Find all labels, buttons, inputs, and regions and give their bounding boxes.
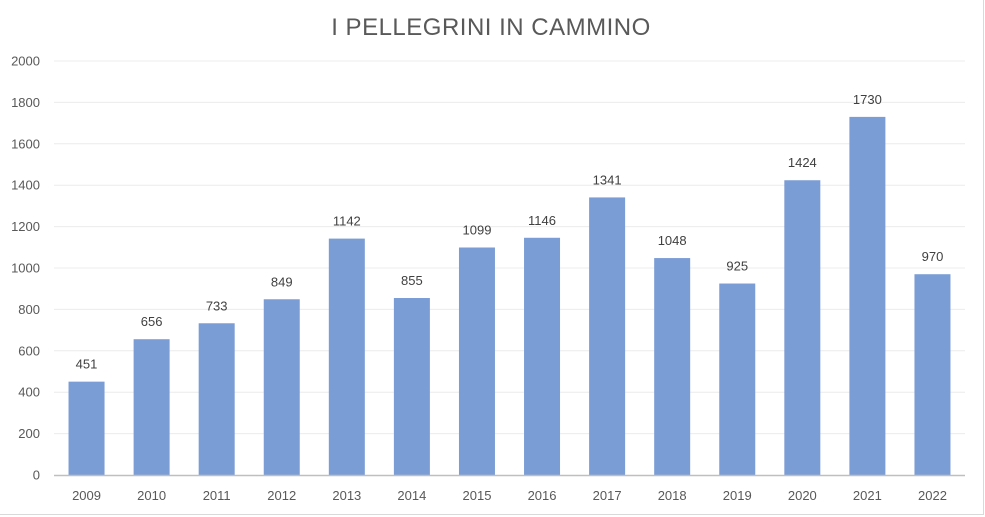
bar <box>914 274 951 475</box>
data-label: 1730 <box>853 92 882 107</box>
data-label: 1424 <box>788 155 817 170</box>
y-tick-label: 400 <box>18 385 40 400</box>
x-tick-label: 2022 <box>918 488 947 503</box>
data-label: 925 <box>726 259 748 274</box>
bar <box>589 197 626 475</box>
y-tick-label: 600 <box>18 343 40 358</box>
bar <box>524 237 561 475</box>
x-tick-label: 2021 <box>853 488 882 503</box>
x-tick-label: 2010 <box>137 488 166 503</box>
y-tick-label: 1000 <box>11 261 40 276</box>
x-tick-label: 2011 <box>203 488 231 503</box>
data-label: 1146 <box>528 213 556 228</box>
y-tick-label: 2000 <box>11 54 40 69</box>
x-tick-label: 2017 <box>593 488 622 503</box>
data-label: 970 <box>922 249 944 264</box>
bar <box>198 323 235 475</box>
x-tick-label: 2009 <box>72 488 101 503</box>
bar <box>133 339 170 475</box>
bar <box>719 283 756 475</box>
y-tick-label: 200 <box>18 426 40 441</box>
data-label: 1142 <box>333 214 361 229</box>
data-label: 855 <box>401 273 423 288</box>
y-tick-label: 800 <box>18 302 40 317</box>
bar <box>849 116 886 475</box>
y-tick-label: 1800 <box>11 95 40 110</box>
bar <box>393 298 430 475</box>
x-tick-label: 2019 <box>723 488 752 503</box>
data-label: 1341 <box>593 172 622 187</box>
x-tick-label: 2018 <box>658 488 687 503</box>
data-label: 451 <box>76 357 98 372</box>
bar <box>784 180 821 475</box>
y-tick-label: 1600 <box>11 136 40 151</box>
bar <box>263 299 300 475</box>
x-tick-label: 2016 <box>528 488 557 503</box>
bar <box>654 258 691 475</box>
x-tick-label: 2012 <box>267 488 296 503</box>
bar <box>328 238 365 475</box>
chart-title: I PELLEGRINI IN CAMMINO <box>331 14 651 41</box>
data-label: 656 <box>141 314 163 329</box>
data-label: 849 <box>271 274 293 289</box>
bar <box>458 247 495 475</box>
x-tick-label: 2020 <box>788 488 817 503</box>
data-label: 1099 <box>463 223 492 238</box>
data-label: 733 <box>206 298 228 313</box>
x-tick-label: 2013 <box>332 488 361 503</box>
y-tick-label: 1200 <box>11 219 40 234</box>
y-tick-label: 1400 <box>11 178 40 193</box>
y-tick-label: 0 <box>33 468 40 483</box>
x-tick-label: 2015 <box>463 488 492 503</box>
x-tick-label: 2014 <box>397 488 426 503</box>
bar <box>68 381 105 475</box>
data-label: 1048 <box>658 233 687 248</box>
